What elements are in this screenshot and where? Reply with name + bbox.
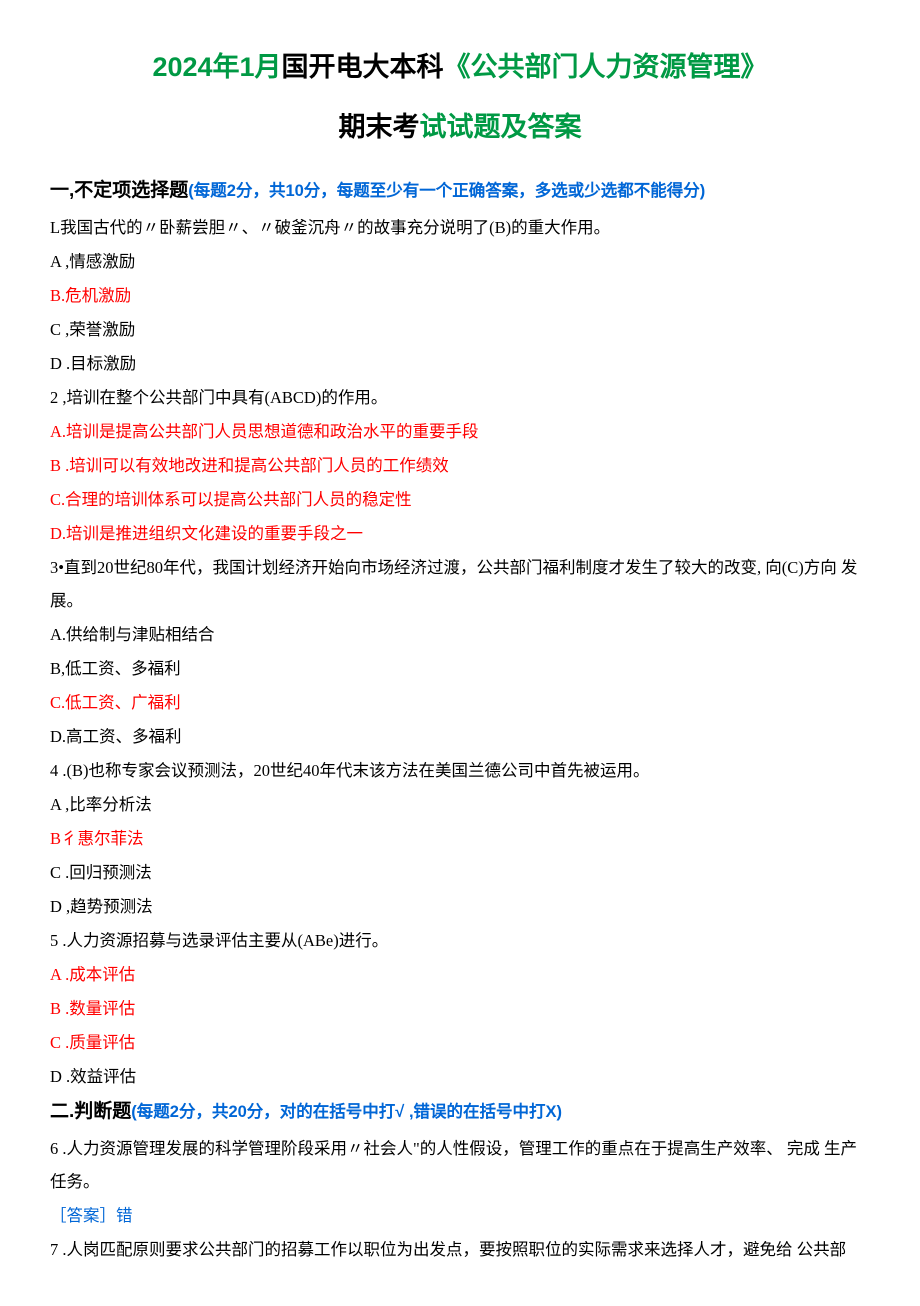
title-seg-date: 2024年1月	[152, 52, 281, 82]
question-stem: 2 ,培训在整个公共部门中具有(ABCD)的作用。	[50, 381, 870, 414]
question-option-correct: C.低工资、广福利	[50, 686, 870, 719]
title-line-1: 2024年1月国开电大本科《公共部门人力资源管理》	[50, 40, 870, 94]
section-1-header: 一,不定项选择题(每题2分，共10分，每题至少有一个正确答案，多选或少选都不能得…	[50, 172, 870, 210]
section-2-heading: 二.判断题	[50, 1101, 131, 1122]
question-stem: 3•直到20世纪80年代，我国计划经济开始向市场经济过渡，公共部门福利制度才发生…	[50, 551, 870, 617]
question-option: D ,趋势预测法	[50, 890, 870, 923]
question-stem: L我国古代的〃卧薪尝胆〃、〃破釜沉舟〃的故事充分说明了(B)的重大作用。	[50, 211, 870, 244]
title-seg-course: 《公共部门人力资源管理》	[444, 52, 768, 82]
title-line-2: 期末考试试题及答案	[50, 100, 870, 154]
question-option-correct: C.合理的培训体系可以提高公共部门人员的稳定性	[50, 483, 870, 516]
document-title: 2024年1月国开电大本科《公共部门人力资源管理》 期末考试试题及答案	[50, 40, 870, 154]
section-2: 二.判断题(每题2分，共20分，对的在括号中打√ ,错误的在括号中打X) 6 .…	[50, 1093, 870, 1266]
question-option-correct: A .成本评估	[50, 958, 870, 991]
question-option: D .效益评估	[50, 1060, 870, 1093]
title-seg-exam2: 试试题及答案	[420, 112, 582, 142]
question-option-correct: B .培训可以有效地改进和提高公共部门人员的工作绩效	[50, 449, 870, 482]
question-option-correct: C .质量评估	[50, 1026, 870, 1059]
question-option-correct: B.危机激励	[50, 279, 870, 312]
question-option: A ,比率分析法	[50, 788, 870, 821]
question-answer: ［答案］错	[50, 1199, 870, 1232]
question-option: B,低工资、多福利	[50, 652, 870, 685]
question-stem: 7 .人岗匹配原则要求公共部门的招募工作以职位为出发点，要按照职位的实际需求来选…	[50, 1233, 870, 1266]
title-seg-exam1: 期末考	[339, 112, 420, 142]
section-1-instruction: (每题2分，共10分，每题至少有一个正确答案，多选或少选都不能得分)	[188, 182, 705, 200]
section-2-header: 二.判断题(每题2分，共20分，对的在括号中打√ ,错误的在括号中打X)	[50, 1093, 870, 1131]
question-option-correct: B彳惠尔菲法	[50, 822, 870, 855]
question-option: C ,荣誉激励	[50, 313, 870, 346]
question-option: D .目标激励	[50, 347, 870, 380]
section-2-instruction: (每题2分，共20分，对的在括号中打√ ,错误的在括号中打X)	[131, 1103, 562, 1121]
question-option: D.高工资、多福利	[50, 720, 870, 753]
question-stem: 4 .(B)也称专家会议预测法，20世纪40年代末该方法在美国兰德公司中首先被运…	[50, 754, 870, 787]
section-1: 一,不定项选择题(每题2分，共10分，每题至少有一个正确答案，多选或少选都不能得…	[50, 172, 870, 1093]
question-option-correct: D.培训是推进组织文化建设的重要手段之一	[50, 517, 870, 550]
question-option: C .回归预测法	[50, 856, 870, 889]
question-option: A.供给制与津贴相结合	[50, 618, 870, 651]
question-option-correct: B .数量评估	[50, 992, 870, 1025]
section-1-heading: 一,不定项选择题	[50, 180, 188, 201]
title-seg-school: 国开电大本科	[282, 52, 444, 82]
question-option: A ,情感激励	[50, 245, 870, 278]
question-stem: 6 .人力资源管理发展的科学管理阶段采用〃社会人"的人性假设，管理工作的重点在于…	[50, 1132, 870, 1198]
question-option-correct: A.培训是提高公共部门人员思想道德和政治水平的重要手段	[50, 415, 870, 448]
question-stem: 5 .人力资源招募与选录评估主要从(ABe)进行。	[50, 924, 870, 957]
